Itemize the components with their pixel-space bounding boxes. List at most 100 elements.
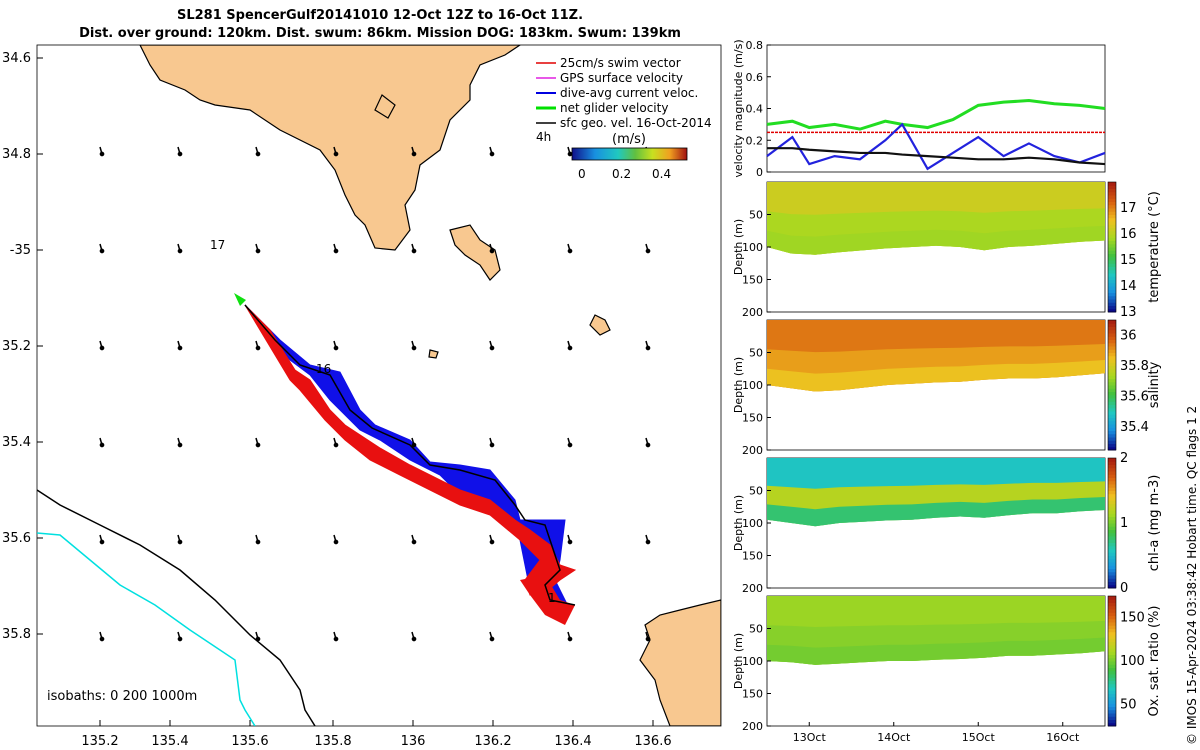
depth-tick: 200 (742, 582, 763, 595)
temperature-panel: 50 100 150 200 Depth (m) 13 14 15 16 17 temperatur… (732, 181, 1162, 320)
colorbar-label: Ox. sat. ratio (%) (1147, 606, 1162, 717)
colorbar-tick: 2 (1120, 451, 1128, 466)
depth-tick: 150 (742, 550, 763, 563)
depth-ylabel: Depth (m) (732, 357, 745, 413)
title-line-1: SL281 SpencerGulf20141010 12-Oct 12Z to … (176, 8, 584, 23)
colorbar-tick-2: 0.4 (652, 167, 671, 181)
depth-tick: 150 (742, 412, 763, 425)
depth-ylabel: Depth (m) (732, 495, 745, 551)
colorbar-tick: 0 (1120, 581, 1128, 596)
track-black (244, 304, 576, 606)
colorbar-title: (m/s) (612, 132, 646, 147)
track-label-16: 16 (316, 362, 331, 376)
map-x-tick: 136 (401, 734, 426, 749)
land-peninsula (139, 45, 522, 251)
colorbar-tick: 100 (1120, 654, 1145, 669)
series-line (767, 147, 1106, 166)
colorbar-label: salinity (1147, 361, 1162, 408)
time-tick: 13Oct (793, 731, 827, 744)
geostrophic-vectors (99, 146, 651, 642)
colorbar-tick: 17 (1120, 201, 1137, 216)
velocity-y-tick: 0.6 (746, 71, 764, 84)
glider-map: 17 16 1 135.2 135.4 135.6 135.8 136 136.2 136.… (2, 44, 722, 749)
colorbar-tick: 16 (1120, 227, 1137, 242)
map-legend: 25cm/s swim vector GPS surface velocity … (536, 56, 712, 181)
map-x-tick: 136.4 (554, 734, 591, 749)
map-x-tick: 135.8 (314, 734, 351, 749)
legend-gps: GPS surface velocity (560, 71, 683, 85)
colorbar-tick: 35.6 (1120, 389, 1149, 404)
chla-panel: 50 100 150 200 Depth (m) 0 1 2 chl-a (mg m-3) (732, 451, 1162, 596)
profile-band (767, 497, 1105, 527)
colorbar-tick: 35.4 (1120, 420, 1149, 435)
track-red (244, 304, 577, 596)
series-line (766, 122, 1106, 171)
colorbar-tick: 35.8 (1120, 359, 1149, 374)
land-islet-3 (428, 349, 439, 359)
depth-tick: 50 (749, 485, 763, 498)
map-y-tick: 35.2 (2, 339, 31, 354)
map-x-tick: 135.6 (231, 734, 268, 749)
velocity-y-tick: 0 (756, 166, 763, 179)
profile-band (767, 225, 1105, 255)
legend-dive: dive-avg current veloc. (560, 86, 698, 100)
depth-tick: 100 (742, 517, 763, 530)
profile-band (767, 637, 1105, 665)
land-islet-1 (449, 224, 501, 281)
depth-tick: 50 (749, 347, 763, 360)
velocity-y-tick: 0.4 (746, 103, 764, 116)
depth-ylabel: Depth (m) (732, 219, 745, 275)
depth-tick: 200 (742, 444, 763, 457)
depth-tick: 200 (742, 720, 763, 733)
profile-band (767, 359, 1105, 392)
depth-tick: 100 (742, 241, 763, 254)
track-label-17: 17 (210, 238, 225, 252)
colorbar-label: chl-a (mg m-3) (1147, 475, 1162, 572)
time-axis: 13Oct 14Oct 15Oct 16Oct (793, 722, 1080, 744)
depth-tick: 150 (742, 688, 763, 701)
land-south-east (639, 599, 721, 726)
land-islet-4 (374, 94, 396, 119)
colorbar-tick: 1 (1120, 516, 1128, 531)
salinity-panel: 50 100 150 200 Depth (m) 35.4 35.6 35.8 36 salini… (732, 319, 1162, 457)
map-y-tick: 35.4 (2, 435, 31, 450)
imos-stamp: © IMOS 15-Apr-2024 03:38:42 Hobart time.… (1185, 405, 1199, 745)
time-tick: 14Oct (877, 731, 911, 744)
depth-tick: 100 (742, 655, 763, 668)
colorbar-tick: 150 (1120, 611, 1145, 626)
colorbar-tick: 50 (1120, 697, 1137, 712)
glider-start-arrow (234, 293, 246, 306)
colorbar-tick: 13 (1120, 305, 1137, 320)
map-x-ticks: 135.2 135.4 135.6 135.8 136 136.2 136.4 136.6 (81, 720, 672, 749)
depth-tick: 100 (742, 379, 763, 392)
colorbar-tick: 15 (1120, 253, 1137, 268)
map-x-tick: 135.4 (151, 734, 188, 749)
colorbar-label: temperature (°C) (1147, 191, 1162, 303)
map-y-tick: 34.8 (2, 147, 31, 162)
depth-ylabel: Depth (m) (732, 633, 745, 689)
depth-tick: 200 (742, 306, 763, 319)
legend-sfc: sfc geo. vel. 16-Oct-2014 (560, 116, 712, 130)
title-line-2: Dist. over ground: 120km. Dist. swum: 86… (79, 26, 681, 41)
map-x-tick: 135.2 (81, 734, 118, 749)
colorbar-tick: 14 (1120, 279, 1137, 294)
time-tick: 16Oct (1046, 731, 1080, 744)
depth-tick: 50 (749, 623, 763, 636)
isobath-200 (37, 489, 316, 726)
velocity-y-tick: 0.8 (746, 39, 764, 52)
colorbar-tick: 36 (1120, 328, 1137, 343)
map-y-ticks: 34.6 34.8 -35 35.2 35.4 35.6 35.8 (2, 51, 43, 642)
land-islet-2 (589, 314, 611, 336)
track-red-end (520, 575, 575, 625)
legend-net: net glider velocity (560, 101, 668, 115)
velocity-y-tick: 0.2 (746, 134, 764, 147)
depth-tick: 150 (742, 274, 763, 287)
map-x-tick: 136.2 (474, 734, 511, 749)
map-y-tick: 34.6 (2, 51, 31, 66)
map-y-tick: -35 (10, 243, 31, 258)
legend-swim: 25cm/s swim vector (560, 56, 681, 70)
isobath-legend: isobaths: 0 200 1000m (47, 689, 198, 704)
